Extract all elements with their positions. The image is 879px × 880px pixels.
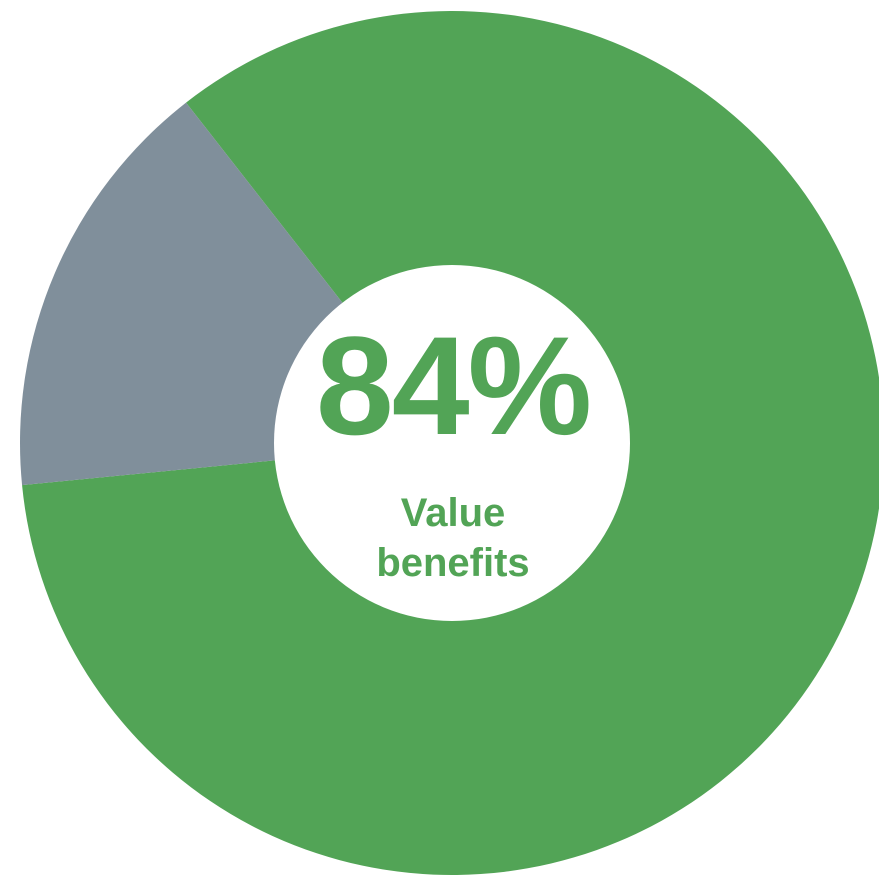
donut-hole	[274, 265, 630, 621]
donut-slice-1	[22, 11, 879, 875]
